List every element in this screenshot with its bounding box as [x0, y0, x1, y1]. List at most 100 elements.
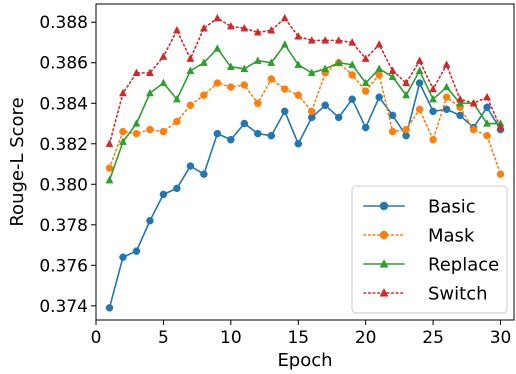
data-point: [227, 135, 235, 144]
data-point: [402, 90, 411, 99]
series-basic: [105, 79, 505, 312]
data-point: [415, 56, 424, 64]
data-point: [415, 105, 424, 114]
data-point: [172, 94, 181, 103]
data-point: [429, 84, 438, 93]
data-point: [280, 40, 289, 48]
data-point: [146, 88, 154, 97]
series-switch: [105, 13, 505, 147]
data-point: [132, 119, 141, 127]
data-point: [456, 111, 464, 120]
x-axis: 0 5 10 15 20 25 30: [91, 320, 512, 348]
data-point: [253, 56, 262, 64]
data-point: [159, 52, 168, 60]
data-point: [132, 247, 141, 255]
data-point: [307, 107, 316, 116]
data-point: [321, 36, 330, 44]
data-point: [321, 64, 330, 72]
data-point: [348, 38, 357, 46]
legend-marker: [379, 259, 389, 268]
data-point: [186, 66, 195, 74]
legend-marker: [379, 230, 389, 240]
x-tick-label: 30: [490, 328, 512, 348]
x-tick-label: 10: [220, 328, 242, 348]
data-point: [226, 62, 235, 70]
data-point: [442, 82, 451, 91]
data-point: [132, 129, 141, 138]
data-point: [173, 117, 181, 126]
y-axis-label: Rouge-L Score: [7, 97, 28, 226]
data-point: [186, 162, 195, 170]
data-point: [442, 105, 451, 114]
data-point: [146, 125, 154, 134]
data-point: [200, 91, 208, 99]
data-point: [267, 131, 276, 140]
data-point: [442, 93, 451, 101]
data-point: [159, 78, 168, 87]
data-point: [429, 135, 437, 144]
data-point: [307, 68, 316, 77]
x-tick-label: 5: [158, 328, 169, 348]
data-point: [375, 64, 384, 72]
data-point: [199, 23, 208, 32]
data-point: [294, 60, 303, 68]
data-point: [173, 184, 181, 193]
data-point: [456, 94, 464, 103]
data-point: [119, 127, 127, 136]
data-point: [146, 68, 154, 77]
data-point: [429, 94, 438, 103]
data-point: [172, 25, 181, 34]
x-tick-label: 15: [287, 328, 309, 348]
data-point: [294, 140, 303, 148]
data-point: [213, 129, 222, 138]
y-tick-label: 0.378: [39, 216, 88, 236]
data-point: [267, 75, 276, 83]
data-point: [227, 83, 235, 91]
data-point: [119, 253, 127, 261]
data-point: [240, 81, 249, 89]
data-point: [334, 113, 343, 122]
data-point: [105, 139, 114, 147]
legend-item-basic: Basic: [363, 197, 476, 218]
data-point: [388, 66, 397, 74]
y-tick-label: 0.382: [39, 135, 88, 155]
data-point: [321, 101, 329, 110]
series-replace: [105, 40, 505, 184]
y-tick-label: 0.374: [39, 297, 88, 317]
data-point: [294, 91, 303, 99]
data-point: [146, 216, 154, 225]
data-point: [105, 164, 114, 172]
data-point: [375, 40, 384, 48]
y-tick-label: 0.384: [39, 94, 88, 114]
legend-item-switch: Switch: [363, 284, 488, 305]
data-point: [119, 88, 127, 97]
data-point: [483, 103, 491, 112]
y-axis: 0.374 0.376 0.378 0.380 0.382 0.384 0.386 0.388: [39, 13, 96, 317]
data-point: [159, 190, 168, 199]
data-point: [334, 36, 343, 44]
legend-label: Switch: [428, 284, 488, 305]
data-point: [388, 72, 397, 81]
data-point: [442, 60, 451, 68]
data-point: [267, 25, 276, 34]
x-tick-label: 25: [422, 328, 444, 348]
data-point: [294, 32, 303, 40]
series-line-replace: [108, 43, 502, 182]
series-layer: [105, 13, 505, 312]
series-mask: [105, 58, 505, 178]
data-point: [254, 99, 262, 108]
data-point: [348, 95, 356, 103]
data-point: [415, 79, 424, 87]
y-tick-label: 0.380: [39, 175, 88, 195]
data-point: [281, 85, 289, 93]
data-point: [186, 101, 195, 110]
data-point: [456, 98, 464, 107]
data-point: [402, 78, 411, 87]
data-point: [226, 21, 235, 30]
data-point: [361, 123, 370, 132]
data-point: [199, 58, 208, 66]
data-point: [240, 64, 249, 72]
data-point: [469, 98, 478, 107]
data-point: [496, 123, 505, 131]
